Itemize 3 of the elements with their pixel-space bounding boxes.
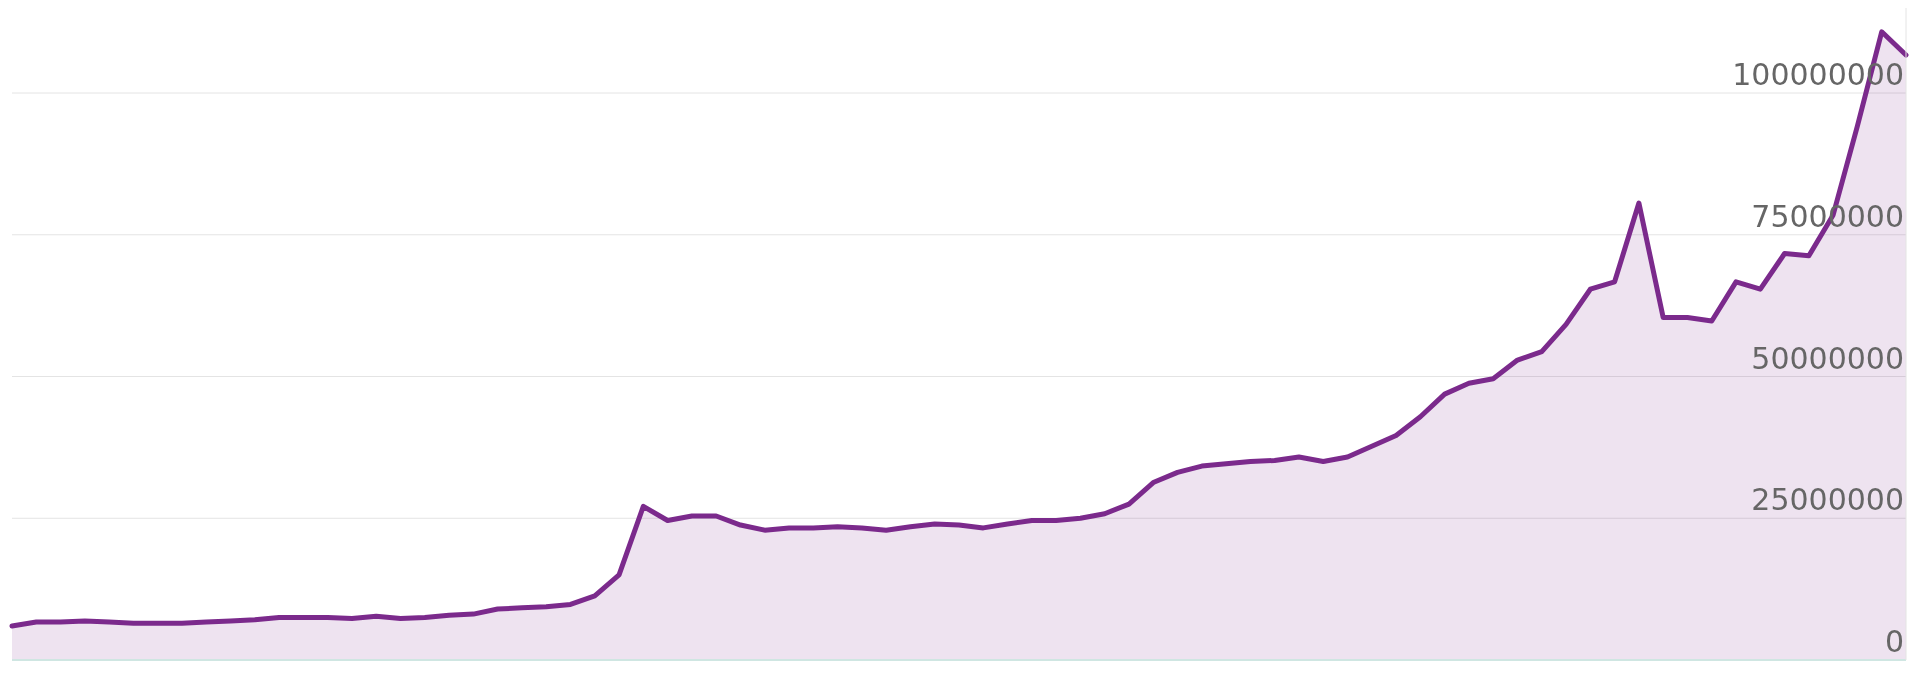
y-tick-label: 25000000 xyxy=(1751,482,1904,518)
y-tick-label: 0 xyxy=(1884,624,1904,659)
y-tick-label: 50000000 xyxy=(1751,340,1904,376)
